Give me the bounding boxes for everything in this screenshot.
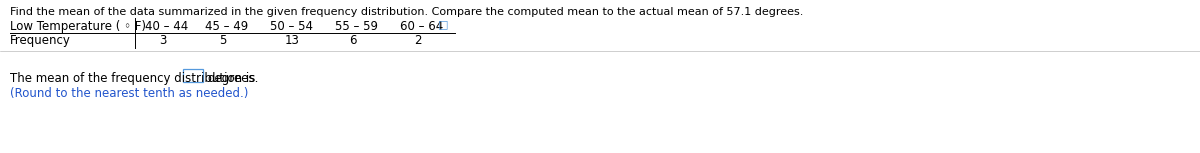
Text: 13: 13 xyxy=(284,34,300,47)
Text: degrees.: degrees. xyxy=(206,72,258,85)
Text: Find the mean of the data summarized in the given frequency distribution. Compar: Find the mean of the data summarized in … xyxy=(10,7,803,17)
Text: 50 – 54: 50 – 54 xyxy=(270,20,313,33)
Text: Frequency: Frequency xyxy=(10,34,71,47)
Text: Low Temperature ( ◦ F): Low Temperature ( ◦ F) xyxy=(10,20,146,33)
Text: 6: 6 xyxy=(349,34,356,47)
FancyBboxPatch shape xyxy=(182,69,203,82)
Text: 3: 3 xyxy=(160,34,167,47)
Text: The mean of the frequency distribution is: The mean of the frequency distribution i… xyxy=(10,72,256,85)
Text: 60 – 64: 60 – 64 xyxy=(400,20,443,33)
Text: 40 – 44: 40 – 44 xyxy=(145,20,188,33)
Text: (Round to the nearest tenth as needed.): (Round to the nearest tenth as needed.) xyxy=(10,87,248,100)
Text: 55 – 59: 55 – 59 xyxy=(335,20,378,33)
Text: 2: 2 xyxy=(414,34,421,47)
Text: □: □ xyxy=(438,19,449,29)
Text: 45 – 49: 45 – 49 xyxy=(205,20,248,33)
Text: 5: 5 xyxy=(220,34,227,47)
